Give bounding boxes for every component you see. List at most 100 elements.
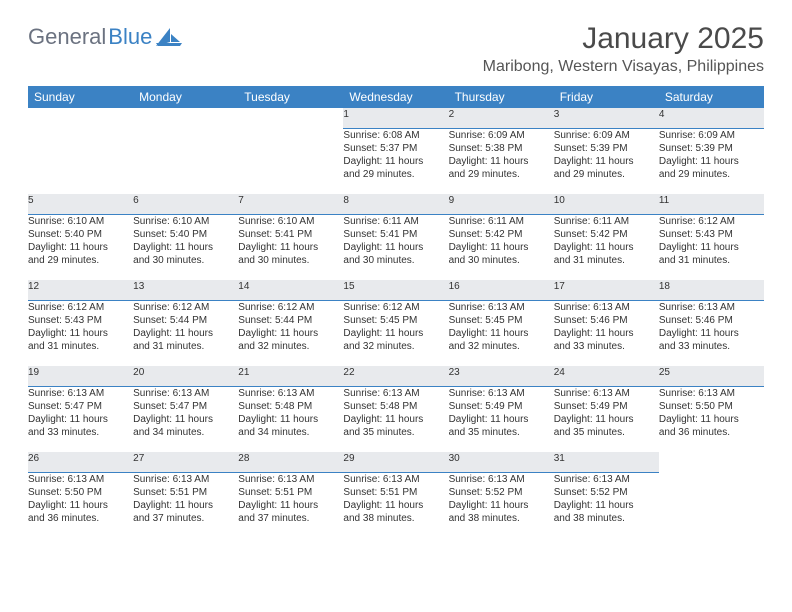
weekday-header: Thursday — [449, 86, 554, 108]
sunset-text: Sunset: 5:44 PM — [238, 314, 343, 327]
day-number-cell: 12 — [28, 280, 133, 300]
day-number-cell — [28, 108, 133, 128]
sunset-text: Sunset: 5:40 PM — [28, 228, 133, 241]
sunset-text: Sunset: 5:46 PM — [554, 314, 659, 327]
day-number-cell — [238, 108, 343, 128]
day-number-cell: 8 — [343, 194, 448, 214]
sunrise-text: Sunrise: 6:08 AM — [343, 129, 448, 142]
calendar-page: GeneralBlue January 2025 Maribong, Weste… — [0, 0, 792, 556]
sunrise-text: Sunrise: 6:13 AM — [28, 387, 133, 400]
sunset-text: Sunset: 5:39 PM — [554, 142, 659, 155]
day-number-cell: 4 — [659, 108, 764, 128]
daylight-text-line1: Daylight: 11 hours — [659, 327, 764, 340]
day-number-row: 567891011 — [28, 194, 764, 214]
day-number-cell: 24 — [554, 366, 659, 386]
daylight-text-line1: Daylight: 11 hours — [133, 241, 238, 254]
day-detail-cell — [238, 128, 343, 194]
daylight-text-line2: and 29 minutes. — [343, 168, 448, 181]
sunset-text: Sunset: 5:45 PM — [449, 314, 554, 327]
title-block: January 2025 Maribong, Western Visayas, … — [483, 24, 764, 76]
sunset-text: Sunset: 5:44 PM — [133, 314, 238, 327]
daylight-text-line1: Daylight: 11 hours — [449, 327, 554, 340]
daylight-text-line1: Daylight: 11 hours — [554, 499, 659, 512]
sunrise-text: Sunrise: 6:09 AM — [449, 129, 554, 142]
sunset-text: Sunset: 5:41 PM — [238, 228, 343, 241]
day-number-cell: 6 — [133, 194, 238, 214]
sunset-text: Sunset: 5:50 PM — [28, 486, 133, 499]
daylight-text-line1: Daylight: 11 hours — [449, 413, 554, 426]
daylight-text-line1: Daylight: 11 hours — [28, 413, 133, 426]
logo-text-blue: Blue — [108, 24, 152, 50]
daylight-text-line2: and 36 minutes. — [28, 512, 133, 525]
day-detail-cell: Sunrise: 6:09 AMSunset: 5:39 PMDaylight:… — [659, 128, 764, 194]
daylight-text-line1: Daylight: 11 hours — [449, 499, 554, 512]
day-detail-cell: Sunrise: 6:11 AMSunset: 5:42 PMDaylight:… — [449, 214, 554, 280]
sunset-text: Sunset: 5:43 PM — [28, 314, 133, 327]
sunset-text: Sunset: 5:51 PM — [238, 486, 343, 499]
day-detail-cell: Sunrise: 6:08 AMSunset: 5:37 PMDaylight:… — [343, 128, 448, 194]
day-detail-row: Sunrise: 6:12 AMSunset: 5:43 PMDaylight:… — [28, 300, 764, 366]
daylight-text-line2: and 33 minutes. — [659, 340, 764, 353]
sunset-text: Sunset: 5:37 PM — [343, 142, 448, 155]
day-detail-cell: Sunrise: 6:13 AMSunset: 5:50 PMDaylight:… — [28, 472, 133, 538]
sunset-text: Sunset: 5:48 PM — [343, 400, 448, 413]
day-detail-cell: Sunrise: 6:13 AMSunset: 5:48 PMDaylight:… — [238, 386, 343, 452]
page-header: GeneralBlue January 2025 Maribong, Weste… — [28, 24, 764, 76]
weekday-header: Wednesday — [343, 86, 448, 108]
sunset-text: Sunset: 5:46 PM — [659, 314, 764, 327]
daylight-text-line2: and 31 minutes. — [554, 254, 659, 267]
sunrise-text: Sunrise: 6:09 AM — [659, 129, 764, 142]
day-detail-row: Sunrise: 6:13 AMSunset: 5:50 PMDaylight:… — [28, 472, 764, 538]
day-detail-cell: Sunrise: 6:09 AMSunset: 5:39 PMDaylight:… — [554, 128, 659, 194]
day-number-row: 12131415161718 — [28, 280, 764, 300]
sunset-text: Sunset: 5:48 PM — [238, 400, 343, 413]
day-number-cell: 19 — [28, 366, 133, 386]
day-detail-cell: Sunrise: 6:13 AMSunset: 5:50 PMDaylight:… — [659, 386, 764, 452]
sunrise-text: Sunrise: 6:13 AM — [554, 473, 659, 486]
month-title: January 2025 — [483, 24, 764, 54]
sunrise-text: Sunrise: 6:13 AM — [28, 473, 133, 486]
day-number-cell: 13 — [133, 280, 238, 300]
day-detail-row: Sunrise: 6:10 AMSunset: 5:40 PMDaylight:… — [28, 214, 764, 280]
daylight-text-line1: Daylight: 11 hours — [343, 413, 448, 426]
sunset-text: Sunset: 5:40 PM — [133, 228, 238, 241]
day-detail-cell: Sunrise: 6:12 AMSunset: 5:45 PMDaylight:… — [343, 300, 448, 366]
daylight-text-line2: and 29 minutes. — [554, 168, 659, 181]
day-number-cell: 26 — [28, 452, 133, 472]
day-number-cell: 10 — [554, 194, 659, 214]
day-number-cell: 28 — [238, 452, 343, 472]
day-detail-cell — [659, 472, 764, 538]
daylight-text-line1: Daylight: 11 hours — [659, 155, 764, 168]
daylight-text-line1: Daylight: 11 hours — [343, 327, 448, 340]
sunrise-text: Sunrise: 6:13 AM — [238, 387, 343, 400]
day-detail-cell: Sunrise: 6:13 AMSunset: 5:49 PMDaylight:… — [554, 386, 659, 452]
daylight-text-line1: Daylight: 11 hours — [238, 241, 343, 254]
daylight-text-line1: Daylight: 11 hours — [133, 413, 238, 426]
day-detail-cell: Sunrise: 6:13 AMSunset: 5:52 PMDaylight:… — [554, 472, 659, 538]
sunset-text: Sunset: 5:39 PM — [659, 142, 764, 155]
day-detail-cell: Sunrise: 6:13 AMSunset: 5:48 PMDaylight:… — [343, 386, 448, 452]
day-number-cell: 21 — [238, 366, 343, 386]
sunrise-text: Sunrise: 6:12 AM — [659, 215, 764, 228]
sunset-text: Sunset: 5:42 PM — [449, 228, 554, 241]
day-number-row: 19202122232425 — [28, 366, 764, 386]
day-number-cell: 29 — [343, 452, 448, 472]
day-detail-row: Sunrise: 6:13 AMSunset: 5:47 PMDaylight:… — [28, 386, 764, 452]
day-detail-cell: Sunrise: 6:13 AMSunset: 5:46 PMDaylight:… — [659, 300, 764, 366]
day-number-row: 262728293031 — [28, 452, 764, 472]
sunset-text: Sunset: 5:51 PM — [133, 486, 238, 499]
sunset-text: Sunset: 5:45 PM — [343, 314, 448, 327]
day-detail-cell: Sunrise: 6:13 AMSunset: 5:47 PMDaylight:… — [133, 386, 238, 452]
daylight-text-line2: and 30 minutes. — [343, 254, 448, 267]
day-number-cell: 20 — [133, 366, 238, 386]
daylight-text-line1: Daylight: 11 hours — [343, 241, 448, 254]
daylight-text-line1: Daylight: 11 hours — [554, 327, 659, 340]
daylight-text-line1: Daylight: 11 hours — [449, 155, 554, 168]
daylight-text-line2: and 38 minutes. — [343, 512, 448, 525]
daylight-text-line2: and 38 minutes. — [449, 512, 554, 525]
calendar-table: Sunday Monday Tuesday Wednesday Thursday… — [28, 86, 764, 538]
day-detail-cell: Sunrise: 6:13 AMSunset: 5:45 PMDaylight:… — [449, 300, 554, 366]
daylight-text-line2: and 30 minutes. — [133, 254, 238, 267]
sunset-text: Sunset: 5:47 PM — [28, 400, 133, 413]
sunrise-text: Sunrise: 6:10 AM — [28, 215, 133, 228]
